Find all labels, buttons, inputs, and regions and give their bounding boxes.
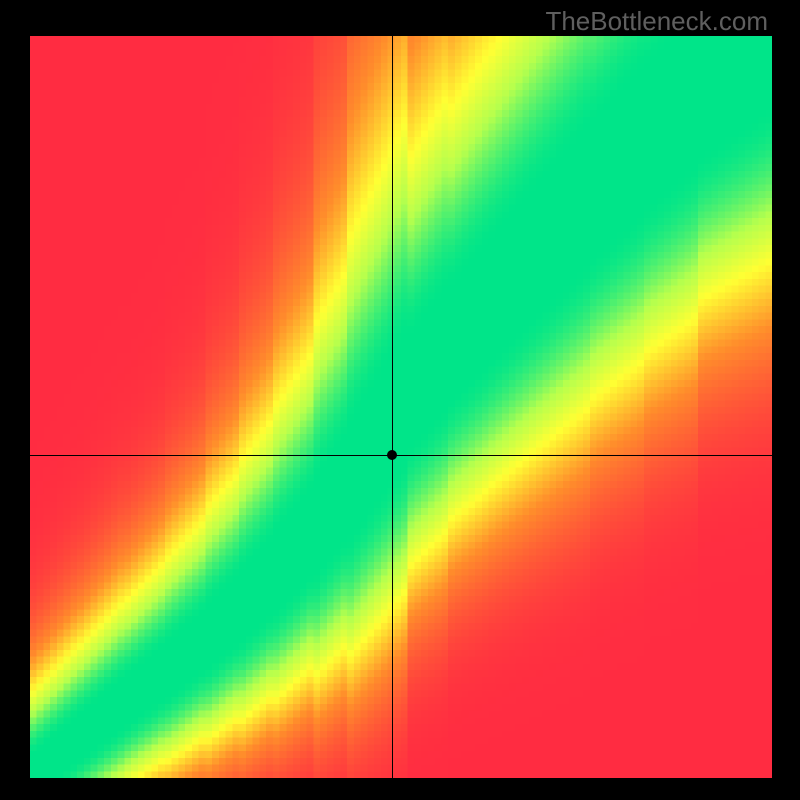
crosshair-vertical [392, 36, 393, 778]
bottleneck-heatmap [30, 36, 772, 778]
crosshair-horizontal [30, 455, 772, 456]
chart-container: TheBottleneck.com [0, 0, 800, 800]
watermark-text: TheBottleneck.com [545, 6, 768, 37]
